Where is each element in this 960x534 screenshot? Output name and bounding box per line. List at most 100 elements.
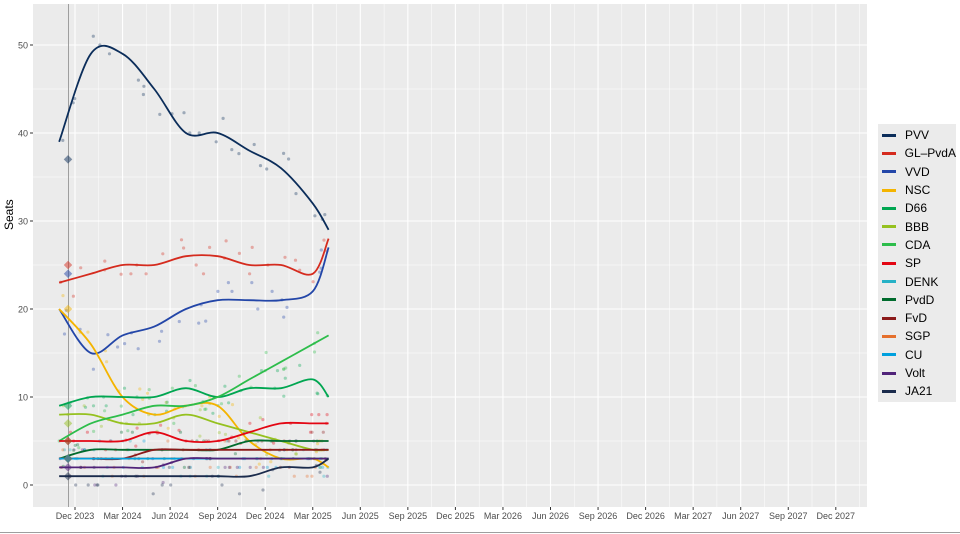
poll-point	[308, 430, 313, 434]
poll-point	[237, 374, 241, 378]
legend-item: FvD	[878, 309, 956, 327]
poll-point	[131, 413, 135, 417]
legend-item: DENK	[878, 272, 956, 290]
poll-point	[230, 403, 235, 407]
poll-point	[250, 245, 254, 249]
poll-point	[142, 84, 146, 88]
bottom-divider	[0, 532, 960, 533]
legend-key	[882, 280, 896, 284]
poll-point	[85, 430, 89, 434]
poll-point	[319, 248, 323, 252]
poll-point	[135, 426, 139, 430]
poll-point	[72, 448, 76, 452]
poll-point	[225, 439, 229, 443]
poll-point	[211, 411, 215, 415]
poll-point	[258, 164, 263, 168]
poll-point	[93, 483, 97, 487]
poll-point	[321, 430, 325, 434]
poll-point	[293, 258, 298, 262]
poll-point	[261, 418, 265, 422]
election-result-marker	[63, 454, 73, 463]
poll-point	[292, 474, 296, 478]
poll-point	[114, 483, 118, 487]
legend-label: NSC	[905, 183, 931, 198]
poll-point	[325, 474, 329, 478]
poll-point	[141, 397, 145, 401]
legend-item: D66	[878, 199, 956, 217]
poll-point	[237, 492, 242, 496]
legend-item: SGP	[878, 327, 956, 345]
poll-point	[204, 319, 208, 323]
poll-point	[61, 294, 65, 298]
poll-point	[224, 239, 228, 243]
poll-point	[166, 426, 170, 430]
x-tick-label: Jun 2027	[722, 511, 759, 521]
poll-point	[73, 443, 77, 447]
poll-point	[172, 421, 176, 425]
poll-point	[269, 460, 273, 464]
poll-point	[294, 452, 298, 456]
poll-point	[204, 407, 208, 411]
poll-point	[62, 448, 67, 452]
legend-item: GL–PvdA	[878, 144, 956, 162]
legend-label: D66	[905, 201, 928, 216]
x-tick-label: Mar 2027	[674, 511, 712, 521]
legend-item: CU	[878, 346, 956, 364]
poll-point	[95, 483, 99, 487]
poll-point	[119, 404, 123, 408]
poll-point	[315, 391, 319, 395]
legend-label: GL–PvdA	[904, 146, 956, 161]
poll-point	[310, 474, 314, 478]
poll-point	[220, 483, 224, 487]
poll-point	[310, 430, 314, 434]
poll-point	[144, 272, 148, 276]
poll-point	[200, 404, 204, 408]
poll-point	[282, 367, 286, 371]
poll-point	[105, 360, 109, 364]
poll-point	[313, 214, 317, 218]
poll-point	[126, 429, 130, 433]
poll-point	[318, 470, 322, 474]
legend-key	[882, 334, 896, 338]
poll-point	[227, 439, 231, 443]
poll-point	[261, 488, 265, 492]
election-result-marker	[63, 269, 73, 279]
poll-point	[161, 465, 166, 469]
poll-point	[68, 448, 72, 452]
poll-point	[298, 363, 302, 367]
poll-point	[248, 272, 252, 276]
poll-point	[264, 350, 268, 355]
poll-point	[316, 331, 320, 335]
poll-point	[311, 280, 315, 284]
legend-label: SP	[905, 256, 922, 271]
poll-point	[317, 413, 321, 417]
poll-point	[161, 480, 165, 485]
x-tick-label: Sep 2027	[769, 511, 808, 521]
poll-point	[141, 460, 145, 464]
poll-point	[219, 402, 224, 406]
poll-point	[312, 350, 317, 354]
legend-item: VVD	[878, 163, 956, 181]
poll-point	[178, 430, 183, 434]
poll-point	[165, 400, 169, 404]
poll-point	[76, 443, 80, 447]
poll-point	[169, 483, 173, 487]
poll-point	[223, 465, 227, 469]
poll-point	[226, 281, 230, 285]
poll-point	[208, 465, 212, 469]
poll-point	[256, 307, 260, 311]
legend-item: NSC	[878, 181, 956, 199]
poll-point	[134, 444, 138, 448]
legend-label: CU	[905, 347, 923, 362]
poll-point	[321, 465, 325, 469]
x-tick-label: Dec 2026	[626, 511, 665, 521]
poll-point	[187, 465, 191, 469]
poll-point	[171, 465, 175, 469]
legend-key	[882, 371, 896, 375]
poll-point	[96, 483, 100, 487]
poll-point	[214, 140, 218, 144]
poll-point	[123, 342, 127, 346]
poll-point	[91, 34, 95, 38]
grid-major	[33, 4, 867, 507]
